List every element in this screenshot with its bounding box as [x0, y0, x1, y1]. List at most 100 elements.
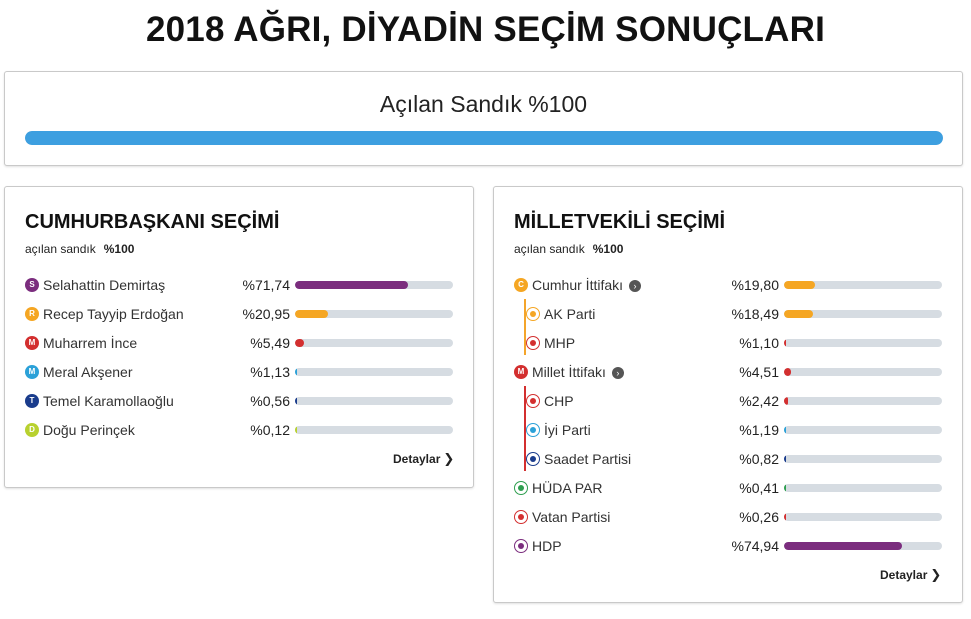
result-percentage: %18,49 — [731, 306, 779, 322]
result-row-vatan-partisi[interactable]: Vatan Partisi %0,26 — [494, 503, 962, 532]
ballot-progress-card: Açılan Sandık %100 — [4, 71, 963, 166]
logo-mark — [530, 311, 536, 317]
result-percentage: %0,12 — [250, 422, 290, 438]
chevron-right-icon: ❯ — [443, 451, 455, 466]
result-row-millet-ittifaki[interactable]: M Millet İttifakı › %4,51 — [494, 358, 962, 387]
parliament-ballot-status: açılan sandık %100 — [514, 242, 623, 256]
result-name-text: Cumhur İttifakı — [532, 277, 624, 293]
ak-parti-icon — [526, 307, 540, 321]
result-percentage: %1,19 — [739, 422, 779, 438]
result-bar-fill — [784, 513, 786, 521]
parliament-panel-title: MİLLETVEKİLİ SEÇİMİ — [514, 211, 726, 233]
president-election-panel: CUMHURBAŞKANI SEÇİMİ açılan sandık %100 D… — [4, 186, 474, 488]
result-bar — [784, 281, 942, 289]
result-name: İyi Parti — [544, 422, 591, 438]
result-row-mhp[interactable]: MHP %1,10 — [494, 329, 962, 358]
result-bar — [295, 368, 453, 376]
saadet-partisi-icon — [526, 452, 540, 466]
result-percentage: %2,42 — [739, 393, 779, 409]
result-bar — [295, 281, 453, 289]
logo-mark — [530, 340, 536, 346]
result-percentage: %0,41 — [739, 480, 779, 496]
muharrem-ince-icon: M — [25, 336, 39, 350]
result-bar — [295, 426, 453, 434]
parliament-details-label: Detaylar — [880, 568, 928, 582]
selahattin-demirtas-icon: S — [25, 278, 39, 292]
result-percentage: %1,13 — [250, 364, 290, 380]
result-name: HÜDA PAR — [532, 480, 603, 496]
result-bar — [784, 339, 942, 347]
logo-mark — [530, 398, 536, 404]
temel-karamollaoglu-icon: T — [25, 394, 39, 408]
result-bar — [784, 542, 942, 550]
result-row-selahattin-demirtas[interactable]: S Selahattin Demirtaş %71,74 — [5, 271, 473, 300]
result-percentage: %4,51 — [739, 364, 779, 380]
expand-alliance-icon[interactable]: › — [629, 280, 642, 292]
result-row-ak-parti[interactable]: AK Parti %18,49 — [494, 300, 962, 329]
result-name-text: Vatan Partisi — [532, 509, 611, 525]
result-row-saadet-partisi[interactable]: Saadet Partisi %0,82 — [494, 445, 962, 474]
vatan-partisi-icon — [514, 510, 528, 524]
result-bar-fill — [295, 397, 297, 405]
result-name-text: MHP — [544, 335, 576, 351]
result-percentage: %71,74 — [242, 277, 290, 293]
result-bar — [784, 368, 942, 376]
result-name: Temel Karamollaoğlu — [43, 393, 174, 409]
result-bar-fill — [295, 339, 304, 347]
result-name-text: Saadet Partisi — [544, 451, 632, 467]
result-row-huda-par[interactable]: HÜDA PAR %0,41 — [494, 474, 962, 503]
result-name-text: CHP — [544, 393, 574, 409]
result-percentage: %1,10 — [739, 335, 779, 351]
result-row-recep-tayyip-erdogan[interactable]: R Recep Tayyip Erdoğan %20,95 — [5, 300, 473, 329]
result-bar-fill — [784, 281, 816, 289]
result-row-temel-karamollaoglu[interactable]: T Temel Karamollaoğlu %0,56 — [5, 387, 473, 416]
result-bar-fill — [784, 426, 786, 434]
result-row-cumhur-ittifaki[interactable]: C Cumhur İttifakı › %19,80 — [494, 271, 962, 300]
result-bar-fill — [784, 542, 903, 550]
result-name-text: Millet İttifakı — [532, 364, 606, 380]
result-row-muharrem-ince[interactable]: M Muharrem İnce %5,49 — [5, 329, 473, 358]
result-bar — [784, 513, 942, 521]
result-name-text: Recep Tayyip Erdoğan — [43, 306, 184, 322]
mhp-icon — [526, 336, 540, 350]
result-percentage: %0,26 — [739, 509, 779, 525]
hdp-icon — [514, 539, 528, 553]
result-name: Cumhur İttifakı › — [532, 277, 642, 293]
result-row-dogu-perincek[interactable]: D Doğu Perinçek %0,12 — [5, 416, 473, 445]
result-bar-fill — [784, 368, 792, 376]
result-bar — [295, 397, 453, 405]
cumhur-ittifaki-icon: C — [514, 278, 528, 292]
result-bar-fill — [784, 339, 786, 347]
result-name: Millet İttifakı › — [532, 364, 624, 380]
result-bar — [295, 310, 453, 318]
cumhur-alliance-bracket — [524, 299, 526, 355]
meral-aksener-icon: M — [25, 365, 39, 379]
parliament-details-link[interactable]: Detaylar ❯ — [880, 567, 941, 583]
result-row-iyi-parti[interactable]: İyi Parti %1,19 — [494, 416, 962, 445]
result-bar-fill — [295, 368, 297, 376]
president-details-link[interactable]: Detaylar ❯ — [393, 451, 454, 467]
result-percentage: %74,94 — [731, 538, 779, 554]
result-bar-fill — [784, 455, 786, 463]
result-percentage: %0,82 — [739, 451, 779, 467]
result-bar — [784, 426, 942, 434]
president-details-label: Detaylar — [393, 452, 441, 466]
result-name-text: HDP — [532, 538, 562, 554]
logo-mark — [518, 514, 524, 520]
president-panel-title: CUMHURBAŞKANI SEÇİMİ — [25, 211, 280, 233]
expand-alliance-icon[interactable]: › — [611, 367, 624, 379]
result-percentage: %20,95 — [242, 306, 290, 322]
result-row-hdp[interactable]: HDP %74,94 — [494, 532, 962, 561]
ballot-progress-fill — [25, 131, 943, 145]
result-bar-fill — [295, 310, 329, 318]
result-row-meral-aksener[interactable]: M Meral Akşener %1,13 — [5, 358, 473, 387]
result-name: Saadet Partisi — [544, 451, 631, 467]
president-ballot-label: açılan sandık — [25, 242, 96, 256]
result-percentage: %5,49 — [250, 335, 290, 351]
result-bar-fill — [295, 426, 297, 434]
result-name-text: HÜDA PAR — [532, 480, 603, 496]
result-row-chp[interactable]: CHP %2,42 — [494, 387, 962, 416]
logo-mark — [530, 456, 536, 462]
result-name: Recep Tayyip Erdoğan — [43, 306, 184, 322]
result-name-text: AK Parti — [544, 306, 596, 322]
